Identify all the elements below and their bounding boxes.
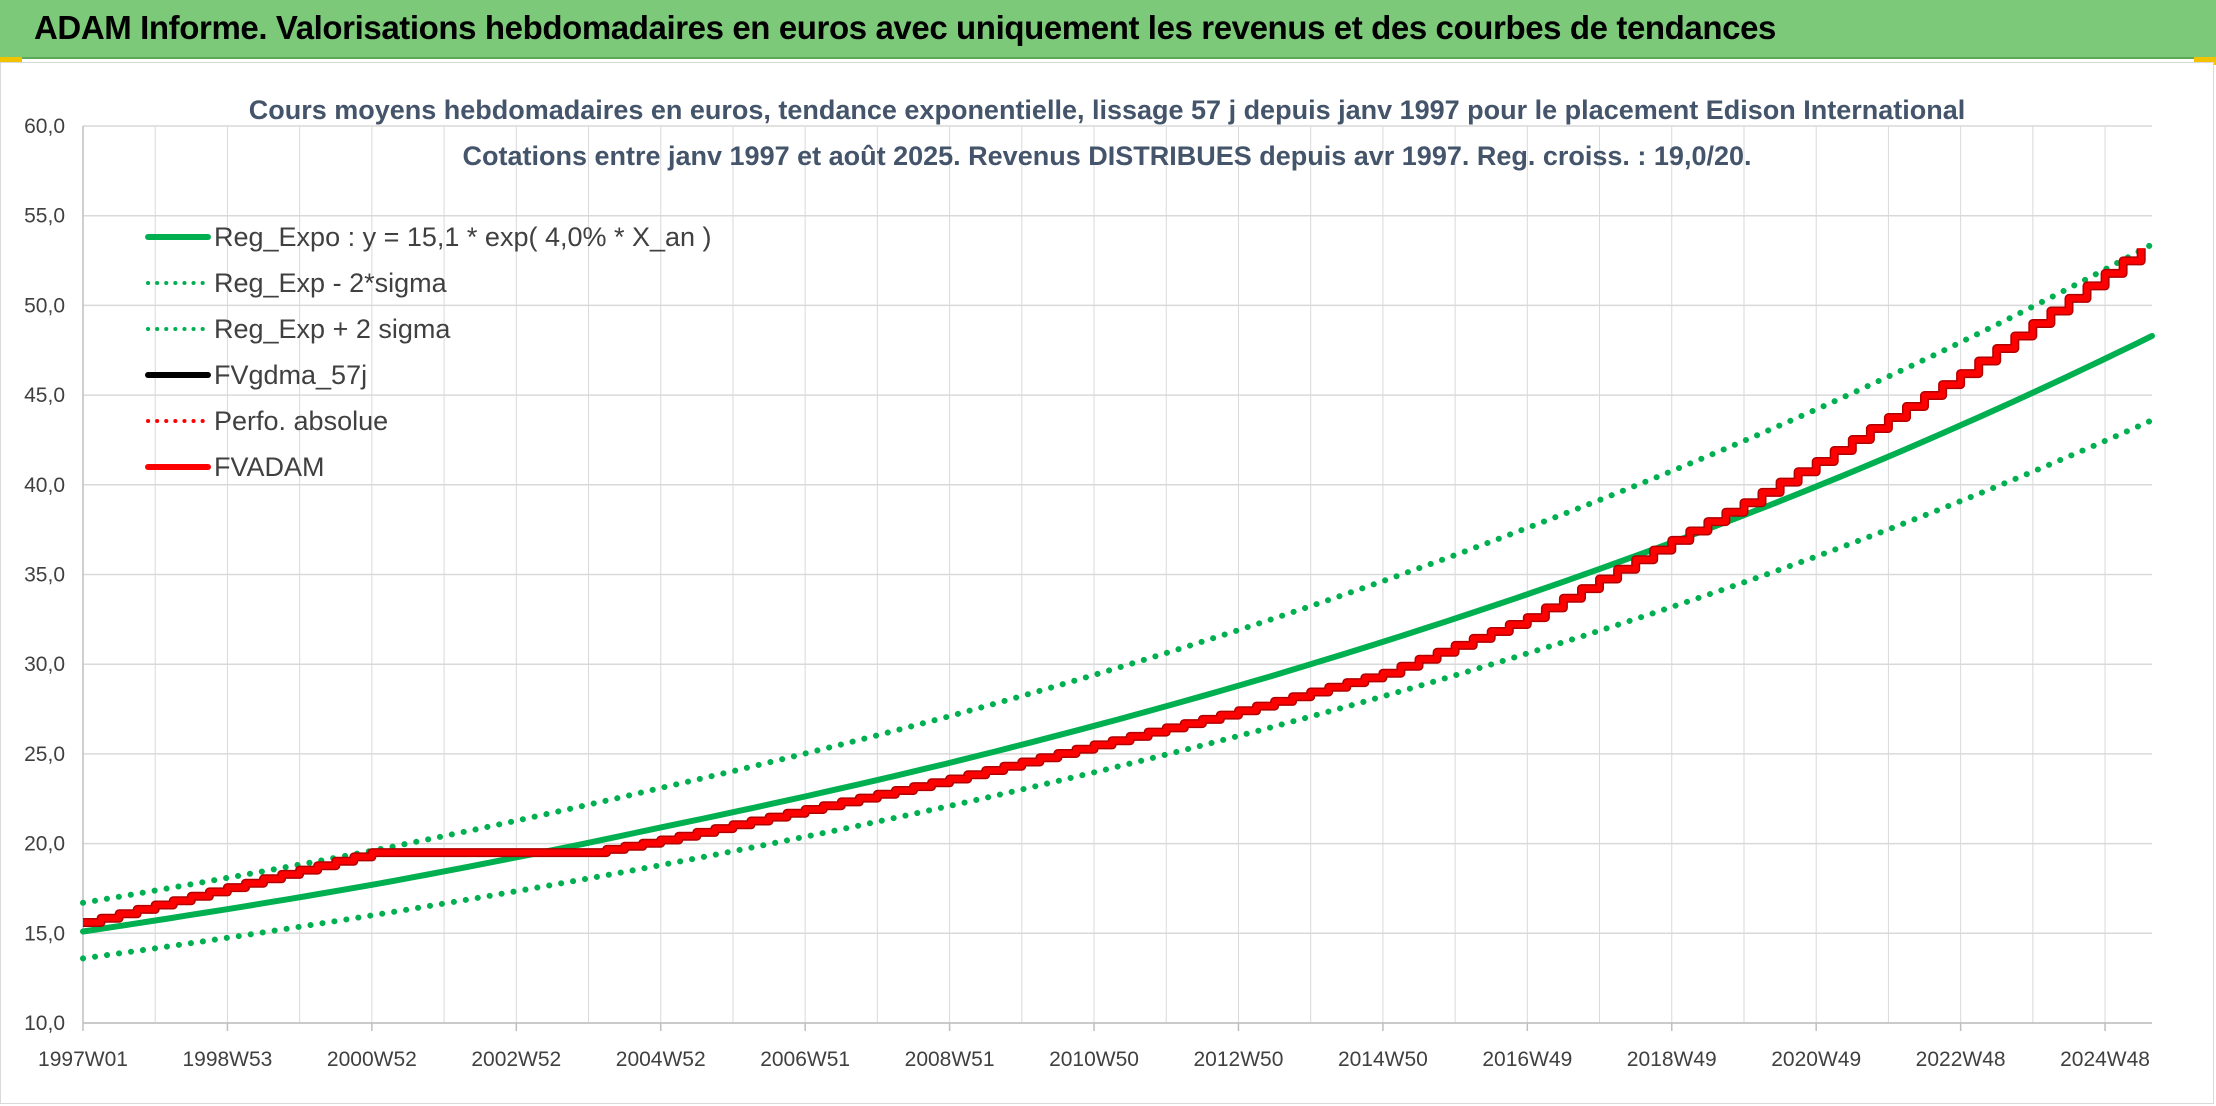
y-tick-label: 30,0 [24, 653, 65, 676]
x-tick-label: 2018W49 [1627, 1048, 1717, 1071]
x-tick-label: 2016W49 [1482, 1048, 1572, 1071]
legend-label: FVADAM [214, 452, 325, 482]
y-tick-label: 10,0 [24, 1012, 65, 1035]
legend: Reg_Expo : y = 15,1 * exp( 4,0% * X_an )… [145, 222, 712, 482]
y-tick-labels: 10,0 15,0 20,0 25,0 30,0 35,0 40,0 45,0 50,0 55,0… [24, 115, 65, 1035]
corner-marker-right [2194, 57, 2216, 65]
y-tick-label: 15,0 [24, 922, 65, 945]
chart-frame [0, 62, 2214, 1104]
series-line-2 [80, 241, 2155, 906]
x-tick-label: 2020W49 [1771, 1048, 1861, 1071]
legend-label: Reg_Exp - 2*sigma [214, 268, 448, 298]
y-tick-label: 35,0 [24, 564, 65, 587]
x-tick-label: 2000W52 [327, 1048, 417, 1071]
series-line-1 [80, 417, 2155, 962]
corner-marker-left [0, 57, 22, 65]
y-tick-label: 25,0 [24, 743, 65, 766]
series-lines [80, 241, 2155, 962]
y-tick-label: 20,0 [24, 833, 65, 856]
legend-label: Perfo. absolue [214, 406, 388, 436]
y-tick-label: 40,0 [24, 474, 65, 497]
x-tick-label: 2006W51 [760, 1048, 850, 1071]
x-tick-label: 2014W50 [1338, 1048, 1428, 1071]
x-tick-label: 2012W50 [1194, 1048, 1284, 1071]
chart-title-line2: Cotations entre janv 1997 et août 2025. … [462, 141, 1751, 171]
report-banner: ADAM Informe. Valorisations hebdomadaire… [0, 0, 2216, 59]
x-tick-label: 1997W01 [38, 1048, 128, 1071]
legend-label: Reg_Expo : y = 15,1 * exp( 4,0% * X_an ) [214, 222, 712, 252]
x-tick-label: 1998W53 [182, 1048, 272, 1071]
legend-label: FVgdma_57j [214, 360, 367, 390]
x-tick-label: 2002W52 [471, 1048, 561, 1071]
legend-label: Reg_Exp + 2 sigma [214, 314, 451, 344]
x-tick-labels: 1997W01 1998W53 2000W52 2002W52 2004W52 2006W… [38, 1023, 2150, 1071]
x-tick-label: 2008W51 [905, 1048, 995, 1071]
series-line-0 [80, 332, 2155, 935]
y-tick-label: 55,0 [24, 205, 65, 228]
x-tick-label: 2010W50 [1049, 1048, 1139, 1071]
series-fvadam-shadow [83, 248, 2146, 927]
x-tick-label: 2022W48 [1916, 1048, 2006, 1071]
chart-title-line1: Cours moyens hebdomadaires en euros, ten… [249, 95, 1966, 125]
y-tick-label: 50,0 [24, 294, 65, 317]
report-title: ADAM Informe. Valorisations hebdomadaire… [34, 9, 1776, 46]
y-tick-label: 45,0 [24, 384, 65, 407]
series-fvadam [83, 248, 2145, 926]
x-tick-label: 2004W52 [616, 1048, 706, 1071]
grid-lines [82, 125, 2152, 1024]
x-tick-label: 2024W48 [2060, 1048, 2150, 1071]
y-tick-label: 60,0 [24, 115, 65, 138]
